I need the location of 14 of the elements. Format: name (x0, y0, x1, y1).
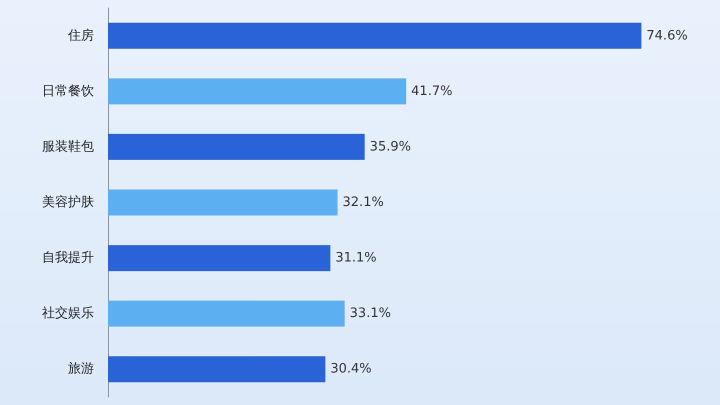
data-label: 33.1% (350, 306, 391, 322)
data-label: 74.6% (646, 28, 688, 44)
y-tick-label: 自我提升 (42, 250, 94, 266)
data-label: 41.7% (411, 84, 452, 99)
y-tick-label: 服装鞋包 (42, 139, 94, 154)
data-label: 32.1% (342, 195, 384, 210)
data-label: 31.1% (335, 250, 377, 266)
y-tick-label: 住房 (67, 27, 94, 44)
y-tick-label: 社交娱乐 (42, 305, 94, 322)
y-tick-label: 美容护肤 (42, 194, 94, 210)
data-label: 30.4% (330, 362, 372, 377)
y-tick-label: 日常餐饮 (42, 84, 94, 99)
y-tick-label: 旅游 (68, 362, 94, 377)
data-label: 35.9% (370, 139, 411, 154)
